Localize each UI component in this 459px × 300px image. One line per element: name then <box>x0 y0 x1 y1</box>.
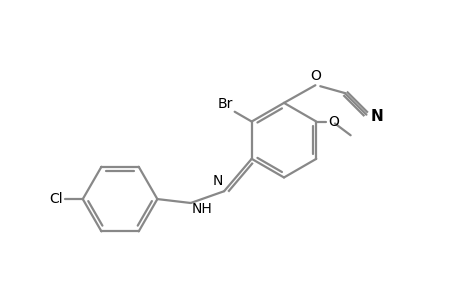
Text: NH: NH <box>191 202 212 216</box>
Text: O: O <box>327 115 338 128</box>
Text: Cl: Cl <box>50 192 63 206</box>
Text: N: N <box>369 109 382 124</box>
Text: Br: Br <box>217 97 232 111</box>
Text: N: N <box>213 174 223 188</box>
Text: O: O <box>309 69 320 83</box>
